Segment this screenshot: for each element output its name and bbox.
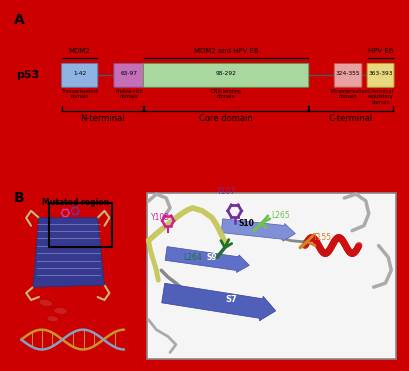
Text: L265: L265 [270, 211, 289, 220]
FancyBboxPatch shape [366, 63, 393, 87]
Bar [49, 203, 112, 247]
FancyArrow shape [165, 247, 249, 272]
Text: B: B [13, 191, 24, 205]
FancyArrow shape [161, 283, 275, 321]
FancyArrow shape [221, 219, 294, 241]
Text: Core domain: Core domain [199, 114, 252, 123]
Text: 363-393: 363-393 [367, 70, 392, 76]
Text: MDM2 and HPV E6: MDM2 and HPV E6 [193, 49, 258, 55]
Text: p53: p53 [16, 70, 39, 81]
Text: Proline-rich
domain: Proline-rich domain [115, 89, 142, 99]
Text: L264: L264 [182, 253, 201, 262]
Text: 1-42: 1-42 [73, 70, 86, 76]
Text: MDM2: MDM2 [69, 49, 90, 55]
Bar [146, 193, 395, 359]
Ellipse shape [39, 299, 52, 306]
Ellipse shape [54, 307, 67, 314]
Text: Transactivation
domain: Transactivation domain [61, 89, 98, 99]
FancyBboxPatch shape [61, 63, 97, 87]
Text: S7: S7 [225, 295, 237, 305]
Ellipse shape [47, 316, 58, 322]
FancyBboxPatch shape [333, 63, 361, 87]
Text: C-terminal: C-terminal [328, 114, 372, 123]
Text: Mutated region: Mutated region [41, 198, 108, 207]
FancyBboxPatch shape [143, 63, 308, 87]
Text: 324-355: 324-355 [335, 70, 360, 76]
Text: N-terminal: N-terminal [81, 114, 125, 123]
Text: Y107: Y107 [217, 187, 236, 196]
Text: S9: S9 [206, 253, 217, 262]
Text: C-terminal
regulatory
domain: C-terminal regulatory domain [367, 89, 393, 105]
Text: 63-97: 63-97 [120, 70, 137, 76]
Text: Tetramerisation
domain: Tetramerisation domain [328, 89, 366, 99]
Text: HPV E6: HPV E6 [367, 49, 392, 55]
Text: 98-292: 98-292 [215, 70, 236, 76]
Text: DNA-binding
domain: DNA-binding domain [210, 89, 241, 99]
Text: A: A [13, 13, 24, 27]
FancyBboxPatch shape [114, 63, 144, 87]
Text: S10: S10 [238, 219, 254, 228]
Polygon shape [33, 218, 104, 287]
Text: T155: T155 [312, 233, 331, 242]
Text: Y103: Y103 [151, 213, 170, 222]
